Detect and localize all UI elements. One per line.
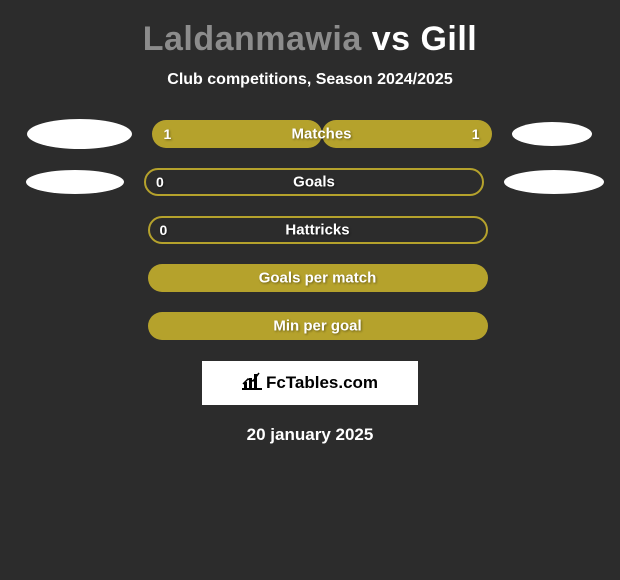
stat-bar: 1 1 Matches	[152, 120, 492, 148]
stat-label: Matches	[291, 126, 351, 143]
stat-row: Min per goal	[0, 311, 620, 341]
player1-badge	[27, 119, 132, 149]
stat-row: Goals per match	[0, 263, 620, 293]
stat-label: Min per goal	[273, 318, 361, 335]
page-title: Laldanmawia vs Gill	[0, 20, 620, 59]
stat-label: Goals per match	[259, 270, 377, 287]
stat-row: 1 1 Matches	[0, 119, 620, 149]
stat-bar: 0 Goals	[144, 168, 484, 196]
stat-label: Hattricks	[285, 222, 349, 239]
logo: FcTables.com	[242, 372, 378, 395]
stat-value-right: 1	[472, 126, 480, 142]
player2-badge	[504, 170, 604, 194]
player2-name: Gill	[420, 20, 477, 58]
stat-bar: Min per goal	[148, 312, 488, 340]
date-label: 20 january 2025	[0, 425, 620, 445]
player2-badge	[512, 122, 592, 146]
stat-value-left: 0	[156, 174, 164, 190]
logo-text: FcTables.com	[266, 373, 378, 393]
vs-label: vs	[372, 20, 411, 58]
stats-list: 1 1 Matches 0 Goals 0 Hattricks Goals per match…	[0, 119, 620, 341]
chart-icon	[242, 372, 262, 395]
stat-value-left: 0	[160, 222, 168, 238]
stat-value-left: 1	[164, 126, 172, 142]
stat-bar: 0 Hattricks	[148, 216, 488, 244]
stat-row: 0 Hattricks	[0, 215, 620, 245]
logo-box: FcTables.com	[202, 361, 418, 405]
stat-bar: Goals per match	[148, 264, 488, 292]
stat-row: 0 Goals	[0, 167, 620, 197]
comparison-infographic: Laldanmawia vs Gill Club competitions, S…	[0, 0, 620, 445]
subtitle: Club competitions, Season 2024/2025	[0, 71, 620, 89]
player1-badge	[26, 170, 124, 194]
stat-label: Goals	[293, 174, 335, 191]
player1-name: Laldanmawia	[143, 20, 362, 58]
